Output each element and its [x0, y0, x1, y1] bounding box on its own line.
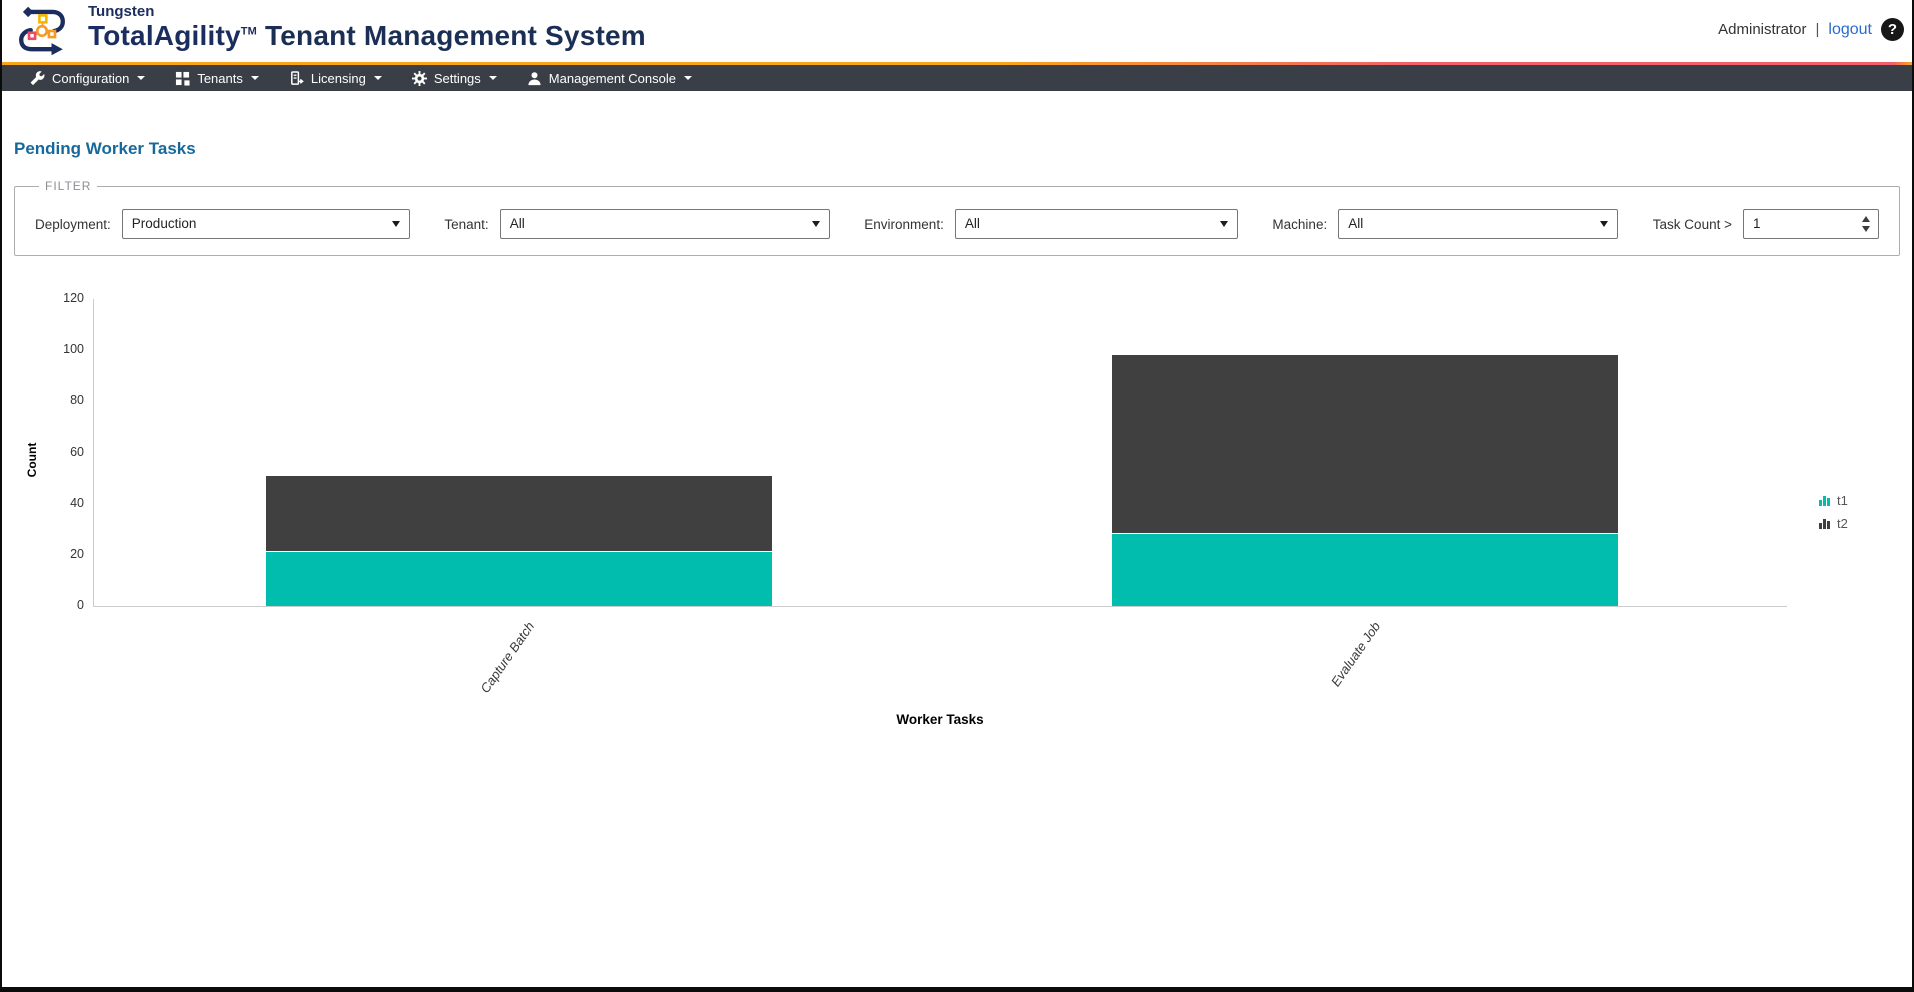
- environment-select[interactable]: All: [954, 209, 1238, 239]
- legend-label: t1: [1837, 493, 1848, 508]
- bar-segment-t1-1[interactable]: [1112, 534, 1618, 606]
- machine-label: Machine:: [1272, 216, 1328, 232]
- deployment-value: Production: [131, 216, 197, 231]
- nav-item-management-console[interactable]: Management Console: [527, 71, 692, 86]
- page-title: Pending Worker Tasks: [14, 139, 196, 158]
- nav-item-settings[interactable]: Settings: [411, 70, 497, 86]
- filter-group-machine: Machine: All: [1272, 209, 1619, 239]
- task-count-input[interactable]: 1: [1742, 209, 1879, 239]
- y-axis-tick-label: 0: [77, 598, 84, 612]
- machine-select[interactable]: All: [1338, 209, 1619, 239]
- main-nav: Configuration Tenants Licensing Settings…: [2, 65, 1912, 91]
- bar-segment-t2-1[interactable]: [1112, 355, 1618, 535]
- bar-segment-t2-0[interactable]: [266, 475, 772, 553]
- x-axis-line: [93, 606, 1787, 607]
- gear-icon: [411, 70, 427, 86]
- environment-label: Environment:: [864, 216, 944, 232]
- y-axis-tick-label: 120: [63, 291, 84, 305]
- filter-legend: FILTER: [45, 179, 92, 193]
- filter-panel: FILTER Deployment: Production Tenant: Al…: [14, 179, 1900, 256]
- nav-label: Settings: [433, 70, 481, 86]
- chevron-down-icon: [250, 76, 259, 80]
- nav-item-licensing[interactable]: Licensing: [289, 71, 382, 86]
- chevron-down-icon: [488, 76, 497, 80]
- environment-value: All: [964, 216, 980, 231]
- help-icon[interactable]: ?: [1881, 18, 1904, 41]
- tiles-icon: [175, 71, 190, 86]
- pending-worker-tasks-chart: Count Worker Tasks t1 t2 0 20 40 60 80 100 120 C…: [2, 291, 1912, 893]
- header-gradient-rule: [2, 62, 1912, 65]
- brand-suffix: Tenant Management System: [257, 20, 646, 51]
- filter-group-environment: Environment: All: [864, 209, 1238, 239]
- x-axis-title: Worker Tasks: [896, 712, 984, 727]
- deployment-label: Deployment:: [35, 216, 111, 232]
- y-axis-tick-label: 20: [70, 546, 84, 561]
- wrench-icon: [30, 70, 45, 86]
- username-label: Administrator: [1718, 21, 1807, 38]
- number-spinner[interactable]: [1861, 216, 1870, 232]
- task-count-value: 1: [1752, 216, 1761, 231]
- mini-bar-chart-icon: [1819, 495, 1830, 506]
- chart-legend: t1 t2: [1819, 493, 1848, 531]
- nav-label: Licensing: [310, 70, 366, 86]
- divider: |: [1815, 21, 1820, 38]
- nav-item-tenants[interactable]: Tenants: [175, 71, 259, 86]
- chevron-down-icon: [684, 76, 692, 80]
- chevron-down-icon: [373, 76, 382, 80]
- brand-title: TotalAgilityTM Tenant Management System: [88, 20, 646, 52]
- nav-label: Configuration: [52, 70, 130, 86]
- y-axis-tick-label: 60: [70, 444, 84, 459]
- spinner-down-icon[interactable]: [1861, 226, 1870, 232]
- person-icon: [527, 71, 542, 86]
- brand-text: Tungsten TotalAgilityTM Tenant Managemen…: [88, 3, 646, 52]
- deployment-select[interactable]: Production: [121, 209, 410, 239]
- tenant-select[interactable]: All: [499, 209, 830, 239]
- tenant-label: Tenant:: [444, 216, 489, 232]
- tenant-value: All: [509, 216, 525, 231]
- chevron-down-icon: [391, 221, 400, 227]
- license-icon: [289, 70, 304, 86]
- nav-label: Management Console: [548, 70, 676, 86]
- chevron-down-icon: [1219, 221, 1228, 227]
- y-axis-tick-label: 40: [70, 495, 84, 510]
- legend-label: t2: [1837, 516, 1848, 531]
- chevron-down-icon: [137, 76, 146, 80]
- header: Tungsten TotalAgilityTM Tenant Managemen…: [2, 0, 1912, 62]
- legend-item-t1[interactable]: t1: [1819, 493, 1848, 508]
- brand-trademark: TM: [240, 25, 258, 38]
- mini-bar-chart-icon: [1819, 518, 1830, 529]
- chevron-down-icon: [811, 221, 820, 227]
- x-axis-category-label: Evaluate Job: [1327, 619, 1384, 690]
- nav-label: Tenants: [197, 70, 243, 86]
- bar-segment-t1-0[interactable]: [266, 552, 772, 606]
- y-axis-tick-label: 80: [70, 393, 84, 408]
- logout-link[interactable]: logout: [1828, 20, 1872, 38]
- spinner-up-icon[interactable]: [1861, 216, 1870, 222]
- legend-item-t2[interactable]: t2: [1819, 516, 1848, 531]
- brand-tungsten: Tungsten: [88, 3, 155, 20]
- task-count-label: Task Count >: [1652, 216, 1732, 232]
- y-axis-line: [93, 299, 94, 607]
- filter-group-task-count: Task Count > 1: [1653, 209, 1879, 239]
- totalagility-logo-icon: [16, 4, 68, 63]
- chevron-down-icon: [1600, 221, 1609, 227]
- y-axis-tick-label: 100: [63, 342, 84, 357]
- header-user-area: Administrator | logout ?: [1718, 18, 1904, 41]
- x-axis-category-label: Capture Batch: [477, 619, 538, 696]
- filter-group-deployment: Deployment: Production: [35, 209, 410, 239]
- machine-value: All: [1348, 216, 1364, 231]
- filter-group-tenant: Tenant: All: [444, 209, 830, 239]
- nav-item-configuration[interactable]: Configuration: [30, 70, 146, 86]
- brand-totalagility: TotalAgility: [88, 20, 241, 51]
